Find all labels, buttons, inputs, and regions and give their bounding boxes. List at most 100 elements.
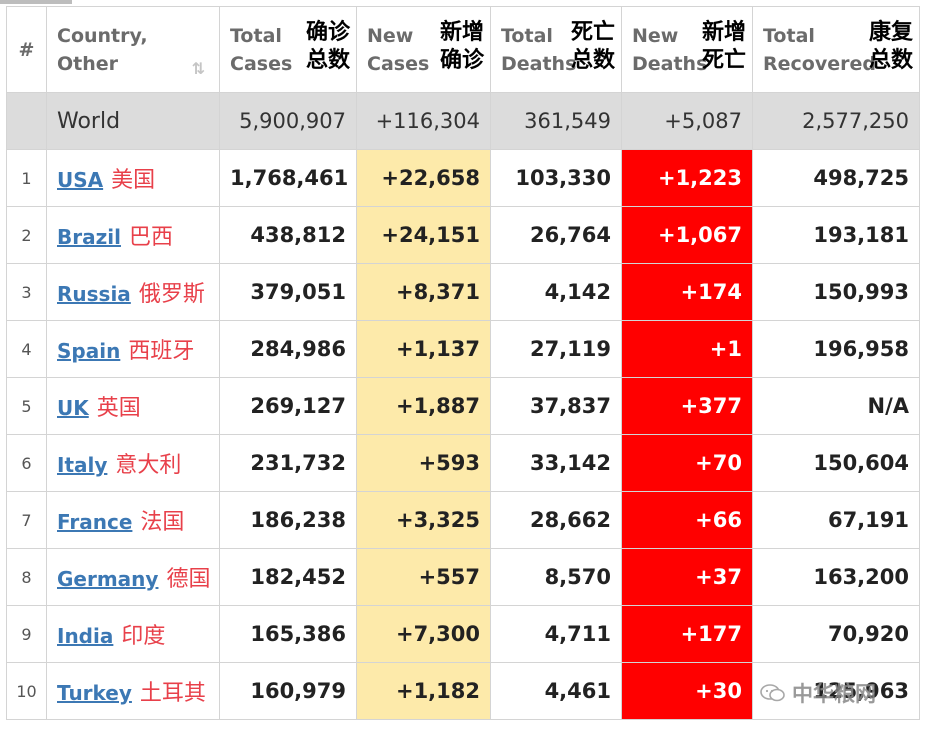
total-cases-cell: 160,979 bbox=[219, 662, 357, 720]
country-cell: Turkey 土耳其 bbox=[46, 662, 220, 720]
total-recovered-cell: 193,181 bbox=[752, 206, 920, 264]
total-deaths-cell: 26,764 bbox=[490, 206, 622, 264]
country-link[interactable]: Russia bbox=[57, 282, 131, 306]
table-row: 6 Italy 意大利 231,732 +593 33,142 +70 150,604 bbox=[6, 434, 920, 492]
country-name-zh: 法国 bbox=[140, 510, 185, 535]
covid-stats-table: # Country, Other ⇅ Total Cases 确诊 总数 New… bbox=[6, 6, 920, 720]
row-index: 3 bbox=[6, 263, 47, 321]
table-row: 9 India 印度 165,386 +7,300 4,711 +177 70,920 bbox=[6, 605, 920, 663]
header-new-deaths[interactable]: New Deaths 新增 死亡 bbox=[621, 6, 753, 93]
table-row: 1 USA 美国 1,768,461 +22,658 103,330 +1,223 498,7… bbox=[6, 149, 920, 207]
country-link[interactable]: India bbox=[57, 624, 114, 648]
total-recovered-cell: N/A bbox=[752, 377, 920, 435]
row-index: 6 bbox=[6, 434, 47, 492]
total-deaths-cell: 4,142 bbox=[490, 263, 622, 321]
country-cell: Russia 俄罗斯 bbox=[46, 263, 220, 321]
total-cases-cell: 379,051 bbox=[219, 263, 357, 321]
country-cell: Spain 西班牙 bbox=[46, 320, 220, 378]
watermark: 中华粮网 bbox=[760, 678, 876, 708]
total-deaths-cell: 4,461 bbox=[490, 662, 622, 720]
header-total-recovered-zh: 康复 总数 bbox=[868, 20, 913, 73]
row-index: 9 bbox=[6, 605, 47, 663]
header-total-cases[interactable]: Total Cases 确诊 总数 bbox=[219, 6, 357, 93]
country-cell: France 法国 bbox=[46, 491, 220, 549]
header-total-deaths-label: Total Deaths bbox=[501, 24, 577, 75]
country-link[interactable]: Brazil bbox=[57, 225, 121, 249]
total-deaths-cell: 4,711 bbox=[490, 605, 622, 663]
new-cases-cell: +1,182 bbox=[356, 662, 491, 720]
wechat-icon bbox=[760, 684, 785, 702]
total-deaths-cell: 33,142 bbox=[490, 434, 622, 492]
header-new-cases-label: New Cases bbox=[367, 24, 430, 75]
world-row: World 5,900,907 +116,304 361,549 +5,087 … bbox=[6, 92, 920, 150]
header-index[interactable]: # bbox=[6, 6, 47, 93]
country-name-zh: 英国 bbox=[96, 396, 141, 421]
new-cases-cell: +1,887 bbox=[356, 377, 491, 435]
new-cases-cell: +593 bbox=[356, 434, 491, 492]
total-cases-cell: 231,732 bbox=[219, 434, 357, 492]
header-new-deaths-zh: 新增 死亡 bbox=[701, 20, 746, 73]
country-cell: Germany 德国 bbox=[46, 548, 220, 606]
total-recovered-cell: 67,191 bbox=[752, 491, 920, 549]
tab-indicator bbox=[0, 0, 72, 4]
table-row: 5 UK 英国 269,127 +1,887 37,837 +377 N/A bbox=[6, 377, 920, 435]
header-new-deaths-label: New Deaths bbox=[632, 24, 708, 75]
new-cases-cell: +7,300 bbox=[356, 605, 491, 663]
total-recovered-cell: 196,958 bbox=[752, 320, 920, 378]
new-cases-cell: +3,325 bbox=[356, 491, 491, 549]
table-row: 8 Germany 德国 182,452 +557 8,570 +37 163,200 bbox=[6, 548, 920, 606]
total-recovered-cell: 498,725 bbox=[752, 149, 920, 207]
country-link[interactable]: Spain bbox=[57, 339, 121, 363]
world-total-deaths: 361,549 bbox=[490, 92, 622, 150]
country-cell: Italy 意大利 bbox=[46, 434, 220, 492]
total-recovered-cell: 70,920 bbox=[752, 605, 920, 663]
sort-arrows-icon[interactable]: ⇅ bbox=[191, 59, 205, 78]
header-row: # Country, Other ⇅ Total Cases 确诊 总数 New… bbox=[6, 6, 920, 93]
new-deaths-cell: +70 bbox=[621, 434, 753, 492]
country-name-zh: 印度 bbox=[121, 624, 166, 649]
new-deaths-cell: +1,067 bbox=[621, 206, 753, 264]
table-row: 7 France 法国 186,238 +3,325 28,662 +66 67,191 bbox=[6, 491, 920, 549]
header-total-deaths-zh: 死亡 总数 bbox=[570, 20, 615, 73]
row-index: 10 bbox=[6, 662, 47, 720]
row-index: 2 bbox=[6, 206, 47, 264]
row-index: 8 bbox=[6, 548, 47, 606]
total-deaths-cell: 37,837 bbox=[490, 377, 622, 435]
header-country[interactable]: Country, Other ⇅ bbox=[46, 6, 220, 93]
table-row: 10 Turkey 土耳其 160,979 +1,182 4,461 +30 125,963 bbox=[6, 662, 920, 720]
country-name-zh: 俄罗斯 bbox=[138, 282, 205, 307]
header-new-cases-zh: 新增 确诊 bbox=[439, 20, 484, 73]
header-total-recovered[interactable]: Total Recovered 康复 总数 bbox=[752, 6, 920, 93]
row-index: 7 bbox=[6, 491, 47, 549]
country-link[interactable]: Italy bbox=[57, 453, 108, 477]
country-link[interactable]: France bbox=[57, 510, 133, 534]
new-deaths-cell: +30 bbox=[621, 662, 753, 720]
country-link[interactable]: USA bbox=[57, 168, 104, 192]
world-name: World bbox=[46, 92, 220, 150]
total-deaths-cell: 28,662 bbox=[490, 491, 622, 549]
total-cases-cell: 284,986 bbox=[219, 320, 357, 378]
country-cell: UK 英国 bbox=[46, 377, 220, 435]
total-cases-cell: 186,238 bbox=[219, 491, 357, 549]
header-total-recovered-label: Total Recovered bbox=[763, 24, 876, 75]
new-deaths-cell: +174 bbox=[621, 263, 753, 321]
header-new-cases[interactable]: New Cases 新增 确诊 bbox=[356, 6, 491, 93]
total-cases-cell: 165,386 bbox=[219, 605, 357, 663]
country-name-zh: 美国 bbox=[111, 168, 156, 193]
total-cases-cell: 438,812 bbox=[219, 206, 357, 264]
total-recovered-cell: 150,604 bbox=[752, 434, 920, 492]
header-index-label: # bbox=[18, 38, 35, 61]
new-deaths-cell: +66 bbox=[621, 491, 753, 549]
world-new-deaths: +5,087 bbox=[621, 92, 753, 150]
country-name-zh: 土耳其 bbox=[139, 681, 206, 706]
country-link[interactable]: UK bbox=[57, 396, 89, 420]
country-link[interactable]: Germany bbox=[57, 567, 159, 591]
new-cases-cell: +1,137 bbox=[356, 320, 491, 378]
country-cell: Brazil 巴西 bbox=[46, 206, 220, 264]
country-link[interactable]: Turkey bbox=[57, 681, 132, 705]
row-index: 1 bbox=[6, 149, 47, 207]
total-recovered-cell: 150,993 bbox=[752, 263, 920, 321]
country-name-zh: 巴西 bbox=[128, 225, 173, 250]
header-total-deaths[interactable]: Total Deaths 死亡 总数 bbox=[490, 6, 622, 93]
watermark-text: 中华粮网 bbox=[792, 682, 876, 706]
